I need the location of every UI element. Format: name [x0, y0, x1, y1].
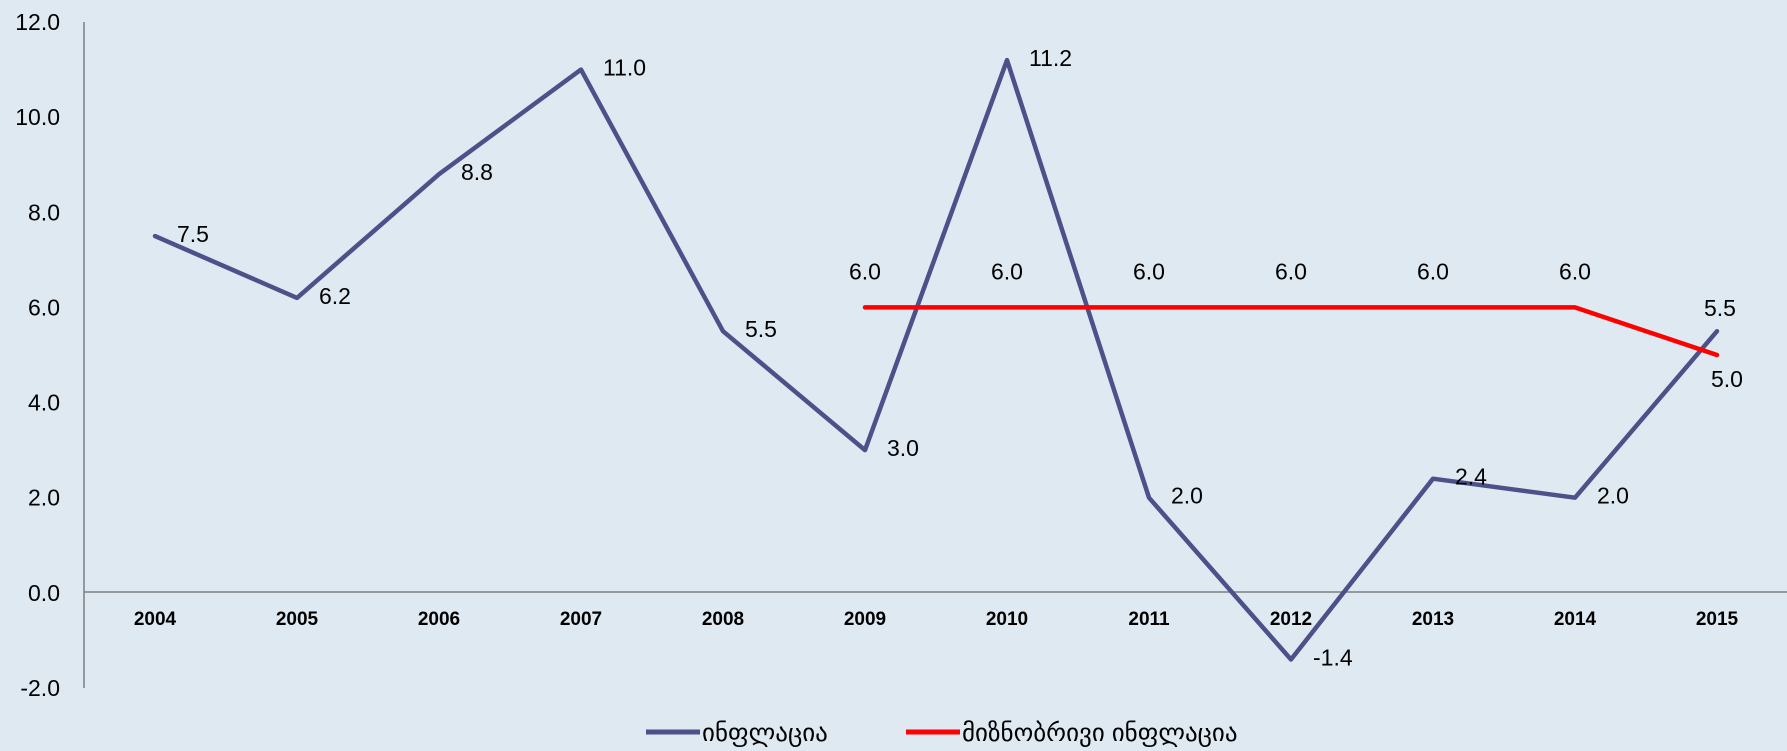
x-tick-label: 2010	[986, 609, 1028, 630]
y-tick-labels: -2.0 0.0 2.0 4.0 6.0 8.0 10.0 12.0	[15, 9, 60, 701]
data-label-target-inflation: 6.0	[991, 258, 1023, 284]
x-tick-label: 2009	[844, 609, 886, 630]
x-tick-labels: 2004 2005 2006 2007 2008 2009 2010 2011 2012 2013…	[134, 609, 1739, 630]
y-tick-label: -2.0	[20, 675, 60, 701]
x-tick-label: 2012	[1270, 609, 1312, 630]
x-tick-label: 2015	[1696, 609, 1739, 630]
data-label-inflation: 6.2	[319, 283, 351, 309]
x-tick-label: 2004	[134, 609, 177, 630]
data-label-inflation: 11.2	[1029, 45, 1072, 71]
data-label-target-inflation: 5.0	[1711, 366, 1743, 392]
y-tick-label: 4.0	[28, 390, 60, 416]
data-label-inflation: 5.5	[745, 316, 777, 342]
x-tick-label: 2013	[1412, 609, 1454, 630]
series-line-inflation	[152, 57, 1720, 662]
data-label-target-inflation: 6.0	[1559, 258, 1591, 284]
y-tick-label: 8.0	[28, 199, 60, 225]
data-label-inflation: 2.0	[1171, 483, 1203, 509]
x-tick-label: 2011	[1128, 609, 1170, 630]
data-label-inflation: 8.8	[461, 159, 493, 185]
x-tick-label: 2014	[1554, 609, 1597, 630]
data-label-inflation: -1.4	[1313, 644, 1353, 670]
data-label-inflation: 7.5	[177, 221, 209, 247]
x-tick-label: 2007	[560, 609, 602, 630]
y-tick-label: 0.0	[28, 580, 60, 606]
legend: ინფლაცია მიზნობრივი ინფლაცია	[646, 719, 1238, 747]
data-label-inflation: 5.5	[1704, 295, 1736, 321]
legend-label: მიზნობრივი ინფლაცია	[962, 719, 1238, 747]
legend-label: ინფლაცია	[702, 719, 828, 747]
x-tick-label: 2008	[702, 609, 744, 630]
y-tick-label: 10.0	[15, 104, 60, 130]
y-tick-label: 6.0	[28, 294, 60, 320]
data-label-target-inflation: 6.0	[849, 258, 881, 284]
data-label-inflation: 2.4	[1455, 464, 1487, 490]
data-labels: 7.5 6.2 8.8 11.0 5.5 3.0 11.2 2.0 -1.4 2.4 2.0 5.5 6…	[177, 45, 1743, 670]
series-line-target-inflation	[862, 305, 1720, 358]
data-label-inflation: 3.0	[887, 435, 919, 461]
y-tick-label: 12.0	[15, 9, 60, 35]
data-label-target-inflation: 6.0	[1417, 258, 1449, 284]
data-label-inflation: 11.0	[603, 55, 646, 81]
y-tick-label: 2.0	[28, 485, 60, 511]
data-label-inflation: 2.0	[1597, 483, 1629, 509]
series-lines	[152, 57, 1720, 662]
x-tick-label: 2006	[418, 609, 460, 630]
data-label-target-inflation: 6.0	[1133, 258, 1165, 284]
x-tick-label: 2005	[276, 609, 319, 630]
data-label-target-inflation: 6.0	[1275, 258, 1307, 284]
